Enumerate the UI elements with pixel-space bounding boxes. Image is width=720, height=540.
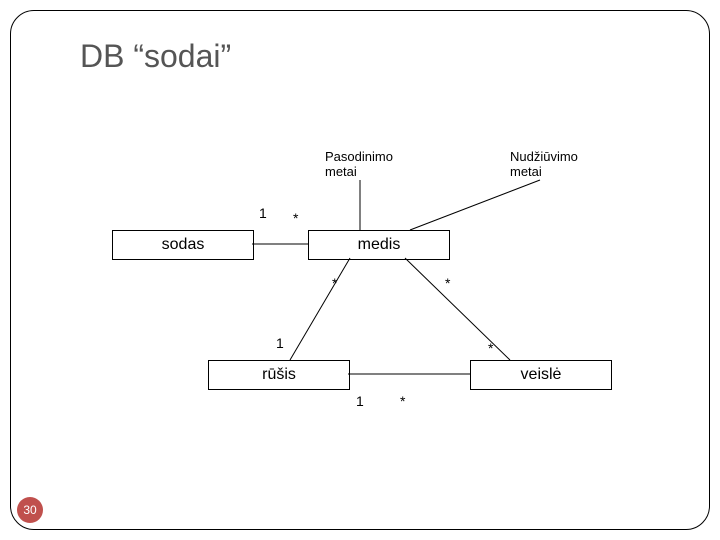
attr-pasodinimo-line1: Pasodinimo [325, 149, 393, 164]
mult-veisle-star-top: * [488, 340, 493, 356]
entity-sodas: sodas [112, 230, 254, 260]
attr-nudziuvimo-line1: Nudžiūvimo [510, 149, 578, 164]
mult-medis-veisle-star: * [445, 275, 450, 291]
mult-rusis-veisle-1: 1 [356, 393, 364, 409]
attr-nudziuvimo-line2: metai [510, 164, 542, 179]
attr-pasodinimo: Pasodinimo metai [325, 150, 393, 180]
mult-rusis-veisle-star: * [400, 393, 405, 409]
entity-rusis: rūšis [208, 360, 350, 390]
page-number-badge: 30 [17, 497, 43, 523]
mult-rusis-1: 1 [276, 335, 284, 351]
mult-medis-star-a: * [293, 210, 298, 226]
mult-medis-rusis-star: * [332, 275, 337, 291]
slide-title: DB “sodai” [80, 38, 231, 75]
attr-nudziuvimo: Nudžiūvimo metai [510, 150, 578, 180]
mult-sodas-1: 1 [259, 205, 267, 221]
attr-pasodinimo-line2: metai [325, 164, 357, 179]
entity-veisle: veislė [470, 360, 612, 390]
slide-border [10, 10, 710, 530]
entity-medis: medis [308, 230, 450, 260]
